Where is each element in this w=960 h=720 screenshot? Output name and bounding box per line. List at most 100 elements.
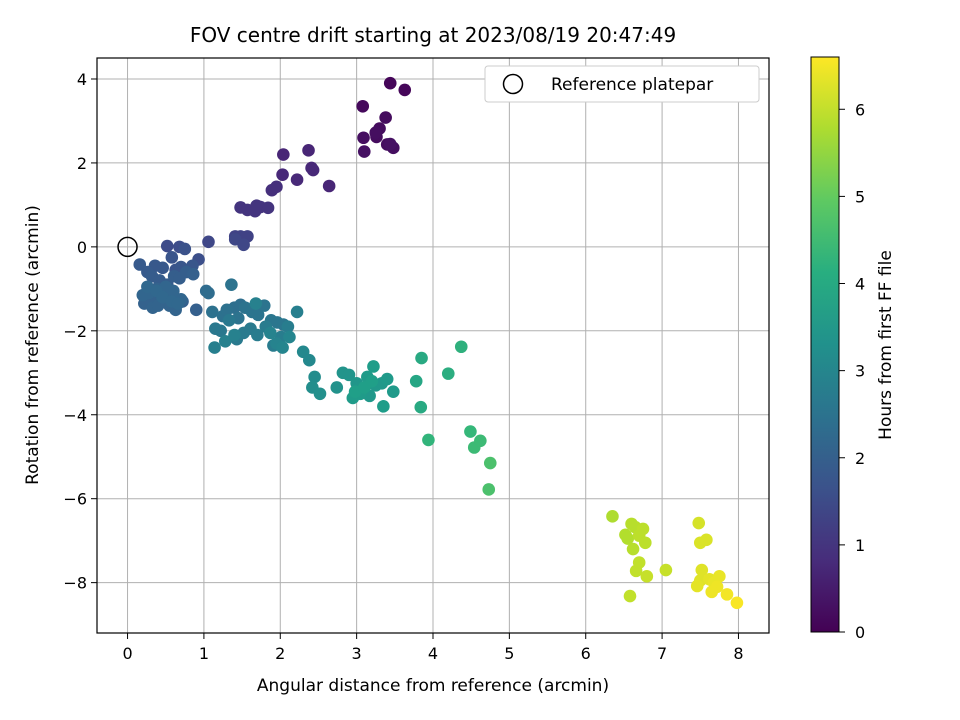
data-point <box>202 235 215 249</box>
data-point <box>290 305 304 319</box>
data-point <box>365 374 379 388</box>
data-point <box>415 351 428 365</box>
x-tick-label: 6 <box>581 644 591 663</box>
data-point <box>695 563 709 577</box>
colorbar-tick-label: 4 <box>855 275 865 294</box>
data-point <box>160 239 174 253</box>
data-point <box>383 137 397 151</box>
legend: Reference platepar <box>484 65 760 103</box>
data-point <box>206 305 219 319</box>
data-point <box>606 510 619 523</box>
data-point <box>251 308 265 322</box>
data-point <box>250 199 263 213</box>
data-point <box>171 297 185 310</box>
colorbar-tick-label: 3 <box>855 362 865 381</box>
data-point <box>228 328 241 342</box>
data-point <box>330 381 344 394</box>
data-point <box>281 320 295 333</box>
data-point <box>306 163 320 177</box>
data-point <box>270 180 283 194</box>
data-point <box>713 570 726 583</box>
data-point <box>214 324 228 338</box>
data-point <box>276 341 289 354</box>
colorbar: 0 1 2 3 4 5 6 Hours from first FF file <box>810 56 896 642</box>
colorbar-gradient <box>810 56 840 633</box>
data-point <box>700 533 713 547</box>
data-point <box>621 532 635 545</box>
grid-lines <box>97 58 769 633</box>
data-point <box>186 267 200 281</box>
data-point <box>342 368 356 382</box>
data-point <box>222 314 236 327</box>
data-point <box>454 340 468 354</box>
y-tick-label: −8 <box>63 574 87 593</box>
data-point <box>474 434 487 448</box>
data-point <box>638 536 652 550</box>
data-point <box>632 556 646 569</box>
data-point <box>414 400 428 414</box>
legend-marker <box>502 73 524 95</box>
data-point <box>380 372 394 386</box>
data-point <box>357 145 371 158</box>
colorbar-label: Hours from first FF file <box>876 250 896 440</box>
data-point <box>249 297 263 310</box>
x-tick-label: 4 <box>428 644 438 663</box>
data-point <box>202 286 215 300</box>
colorbar-tick-label: 5 <box>855 187 865 206</box>
data-point <box>636 522 650 536</box>
data-point <box>690 579 704 593</box>
data-point <box>178 242 192 256</box>
y-tick-label: −2 <box>63 322 87 341</box>
chart-title: FOV centre drift starting at 2023/08/19 … <box>190 23 676 47</box>
data-point <box>264 326 277 340</box>
data-point <box>283 330 296 344</box>
data-point <box>379 111 392 124</box>
data-point <box>441 367 455 380</box>
data-point <box>308 370 321 384</box>
colorbar-tick-label: 0 <box>855 623 865 642</box>
x-tick-label: 5 <box>504 644 514 663</box>
data-point <box>383 76 397 90</box>
y-axis-ticks: −8 −6 −4 −2 0 2 4 <box>63 70 97 593</box>
data-point <box>302 353 316 367</box>
data-point <box>277 148 290 161</box>
x-tick-label: 3 <box>352 644 362 663</box>
x-tick-label: 8 <box>733 644 743 663</box>
data-point <box>218 335 232 348</box>
data-point <box>386 385 400 398</box>
y-tick-label: 4 <box>77 70 87 89</box>
data-point <box>251 328 264 342</box>
data-point <box>409 374 423 388</box>
data-point <box>367 360 380 373</box>
data-point <box>167 284 180 298</box>
data-points <box>133 76 744 610</box>
data-point <box>626 542 640 556</box>
data-point <box>623 589 637 603</box>
data-point <box>357 131 370 145</box>
data-point <box>290 173 304 187</box>
data-point <box>482 483 496 496</box>
data-point <box>322 179 336 193</box>
y-tick-label: −6 <box>63 490 87 509</box>
data-point <box>208 341 221 354</box>
data-point <box>640 570 654 583</box>
data-point <box>398 83 412 97</box>
colorbar-ticks: 0 1 2 3 4 5 6 <box>839 100 865 642</box>
reference-marker <box>117 236 138 258</box>
x-tick-label: 0 <box>122 644 132 663</box>
data-point <box>377 400 390 413</box>
x-tick-label: 7 <box>657 644 667 663</box>
y-tick-label: −4 <box>63 406 87 425</box>
colorbar-tick-label: 1 <box>855 536 865 555</box>
y-tick-label: 0 <box>77 238 87 257</box>
x-axis-ticks: 0 1 2 3 4 5 6 7 8 <box>122 633 744 663</box>
legend-label: Reference platepar <box>551 75 713 95</box>
data-point <box>730 596 744 610</box>
x-tick-label: 2 <box>275 644 285 663</box>
data-point <box>705 585 719 599</box>
data-point <box>659 563 673 577</box>
data-point <box>276 168 289 181</box>
colorbar-tick-label: 2 <box>855 449 865 468</box>
reference-point <box>117 236 138 258</box>
